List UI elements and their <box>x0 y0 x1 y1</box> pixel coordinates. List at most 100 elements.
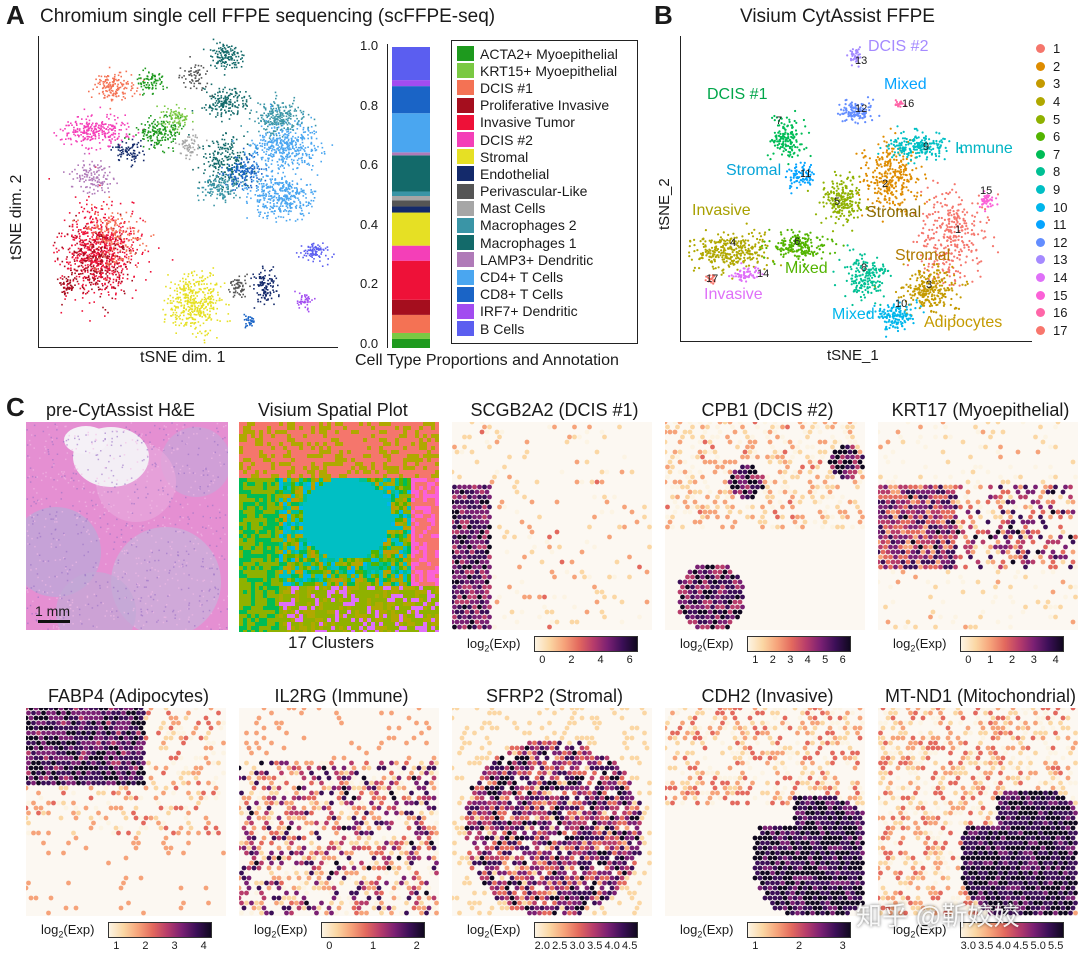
legend-item: DCIS #1 <box>457 79 637 96</box>
tsne-a-axes <box>38 36 338 348</box>
gene-panel-title: CDH2 (Invasive) <box>701 686 834 706</box>
cluster-num-12: 12 <box>855 103 868 115</box>
cluster-legend-label: 5 <box>1053 111 1061 127</box>
tsne-a-ylabel: tSNE dim. 2 <box>8 174 25 260</box>
colorbar <box>747 636 851 652</box>
legend-label: B Cells <box>480 320 525 337</box>
colorbar-label-sub: 2 <box>697 929 703 940</box>
cluster-legend-dot <box>1036 308 1045 318</box>
colorbar-tick: 3.0 <box>960 940 976 952</box>
legend-label: CD4+ T Cells <box>480 269 564 286</box>
bar-axis-tick: 1.0 <box>360 38 379 53</box>
panel-letter-c: C <box>6 392 25 422</box>
annotation-stromal-right: Stromal <box>895 247 951 264</box>
bar-axis-tick: 0.2 <box>360 276 379 291</box>
legend-item: LAMP3+ Dendritic <box>457 251 637 268</box>
gene-expression-map <box>452 708 652 916</box>
cluster-legend-label: 9 <box>1053 182 1061 198</box>
annotation-stromal-mid: Stromal <box>866 204 922 221</box>
colorbar-label: log2(Exp) <box>254 922 307 940</box>
gene-expression-map <box>239 708 439 916</box>
colorbar-label-log: log <box>893 922 911 937</box>
legend-label: Endothelial <box>480 165 550 182</box>
gene-panel-title: MT-ND1 (Mitochondrial) <box>884 686 1077 706</box>
cluster-num-2: 2 <box>882 178 889 190</box>
tsne-b-axes <box>680 36 1032 342</box>
cluster-legend-dot <box>1036 132 1045 142</box>
colorbar-tick: 4 <box>200 940 207 952</box>
legend-item: CD4+ T Cells <box>457 268 637 285</box>
cluster-legend-dot <box>1036 97 1045 107</box>
legend-label: Invasive Tumor <box>480 114 575 131</box>
colorbar-tick: 1 <box>752 940 759 952</box>
colorbar <box>960 922 1064 938</box>
legend-swatch <box>457 46 474 62</box>
colorbar-ticks: 1 2 3 <box>747 940 851 954</box>
cluster-num-5: 5 <box>834 196 841 208</box>
cluster-num-3: 3 <box>926 279 933 291</box>
cluster-num-8: 8 <box>861 262 868 274</box>
bar-segment <box>392 86 430 114</box>
colorbar-label-suffix: (Exp) <box>915 922 947 937</box>
colorbar-tick: 4.0 <box>995 940 1011 952</box>
colorbar <box>534 922 638 938</box>
colorbar-label-suffix: (Exp) <box>489 922 521 937</box>
cluster-num-10: 10 <box>895 298 908 310</box>
colorbar-tick: 2 <box>769 654 776 666</box>
colorbar-ticks: 3.0 3.5 4.0 4.5 5.0 5.5 <box>960 940 1064 954</box>
colorbar-tick: 1 <box>369 940 377 952</box>
colorbar-tick: 3 <box>787 654 794 666</box>
colorbar-label-suffix: (Exp) <box>63 922 95 937</box>
cluster-legend-dot <box>1036 79 1045 89</box>
legend-label: Macrophages 2 <box>480 217 577 234</box>
cluster-legend: 1 2 3 4 5 6 7 8 9 10 11 12 13 14 15 16 17 <box>1036 40 1067 339</box>
bar-segment <box>392 314 430 333</box>
legend-label: CD8+ T Cells <box>480 286 564 303</box>
colorbar-tick: 2.0 <box>534 940 550 952</box>
colorbar-tick: 2 <box>142 940 149 952</box>
legend-swatch <box>457 252 474 268</box>
legend-label: Mast Cells <box>480 200 546 217</box>
legend-item: Mast Cells <box>457 200 637 217</box>
colorbar-label: log2(Exp) <box>680 922 733 940</box>
legend-label: LAMP3+ Dendritic <box>480 251 594 268</box>
panel-letter-a: A <box>6 0 25 30</box>
bar-axis-tick: 0.8 <box>360 97 379 113</box>
gene-panel-title: FABP4 (Adipocytes) <box>47 686 210 706</box>
bar-segment <box>392 200 430 207</box>
bar-segment <box>392 206 430 213</box>
tsne-b-scatter <box>688 46 1000 338</box>
he-image <box>26 422 228 630</box>
proportion-axes <box>387 44 433 348</box>
cluster-legend-dot <box>1036 149 1045 159</box>
tsne-b-xlabel: tSNE_1 <box>827 347 879 364</box>
cluster-legend-dot <box>1036 290 1045 300</box>
cluster-num-7: 7 <box>776 115 783 127</box>
colorbar-tick: 1 <box>987 654 994 666</box>
legend-label: DCIS #2 <box>480 131 533 148</box>
bar-segment <box>392 80 430 87</box>
colorbar-label-sub: 2 <box>484 643 490 654</box>
colorbar-tick: 2 <box>795 940 803 952</box>
bar-segment <box>392 195 430 201</box>
cluster-legend-dot <box>1036 114 1045 124</box>
colorbar-tick: 4 <box>804 654 811 666</box>
legend-item: Macrophages 1 <box>457 234 637 251</box>
colorbar-tick: 3 <box>171 940 178 952</box>
annotation-mixed-bottom: Mixed <box>832 306 875 323</box>
cluster-num-14: 14 <box>757 268 770 280</box>
colorbar-label: log2(Exp) <box>41 922 94 940</box>
cluster-legend-label: 1 <box>1053 41 1061 57</box>
gene-panel-title: KRT17 (Myoepithelial) <box>891 400 1070 420</box>
colorbar-label: log2(Exp) <box>893 636 946 654</box>
annotation-mixed-top: Mixed <box>884 76 927 93</box>
annotation-stromal-left: Stromal <box>726 162 782 179</box>
spatial-cluster-map <box>239 422 439 632</box>
cluster-legend-item: 13 <box>1036 251 1067 269</box>
cluster-legend-item: 1 <box>1036 40 1067 58</box>
legend-item: Proliferative Invasive <box>457 97 637 114</box>
gene-expression-map <box>452 422 652 630</box>
cluster-legend-dot <box>1036 61 1045 71</box>
colorbar-tick: 2.5 <box>552 940 568 952</box>
